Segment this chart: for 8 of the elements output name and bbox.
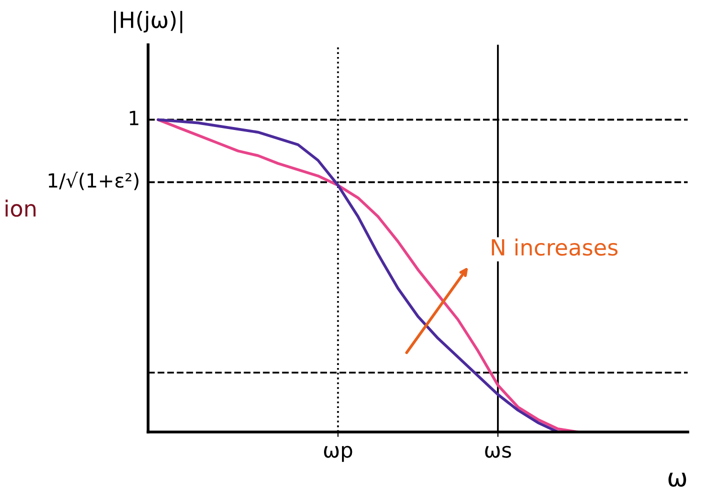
x-axis-title: ω: [668, 472, 686, 487]
x-tick-label: ωp: [324, 446, 352, 462]
text: ion: [6, 200, 36, 217]
ref-line-label: 1/√(1+ε²): [48, 172, 138, 190]
ref-line-label: 1: [130, 110, 138, 126]
annotation: N increases: [492, 238, 618, 256]
x-tick-label: ωs: [485, 446, 512, 458]
y-axis-title: |H(jω)|: [114, 10, 182, 34]
